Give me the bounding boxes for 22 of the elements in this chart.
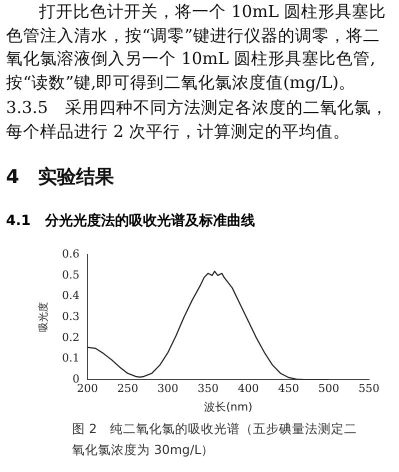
x-tick-label: 450 — [278, 382, 300, 396]
caption: 图 2 纯二氧化氯的吸收光谱（五步碘量法测定二氧化氯浓度为 30mg/L） — [72, 420, 358, 459]
y-tick-label: 0.3 — [62, 310, 80, 323]
text: 4 实验结果 — [6, 166, 116, 190]
y-tick-label: 0.4 — [62, 289, 80, 302]
x-tick-label: 350 — [198, 382, 219, 396]
y-axis-title: 吸光度 — [38, 302, 50, 332]
y-tick-label: 0.2 — [62, 330, 80, 344]
y-tick-label: 0.6 — [62, 247, 80, 260]
x-axis-title: 波长(nm) — [204, 400, 252, 414]
chart-title: 4.1 分光光度法的吸收光谱及标准曲线 — [6, 212, 255, 230]
y-tick-label: 0.5 — [62, 268, 80, 282]
x-tick-label: 500 — [318, 382, 340, 396]
y-tick-label: 0 — [72, 372, 80, 386]
y-tick-label: 0.1 — [62, 352, 80, 365]
x-tick-label: 200 — [76, 382, 98, 396]
x-tick-label: 250 — [117, 382, 138, 396]
text: 打开比色计开关，将一个 10mL 圆柱形具塞比色管注入清水，按“调零”键进行仪器的调零，将二氧化氯溶液倒入另一个 10mL 圆柱形具塞比色管,按“读数”键,即可得到二氧化氯浓度值(mg/L)。 — [6, 1, 388, 94]
text: 3.3.5 采用四种不同方法测定各浓度的二氧化氯，每个样品进行 2 次平行，计算测定的平均值。 — [6, 97, 389, 142]
x-tick-label: 400 — [238, 382, 259, 396]
x-tick-label: 300 — [157, 382, 178, 396]
x-tick-label: 550 — [358, 382, 380, 396]
